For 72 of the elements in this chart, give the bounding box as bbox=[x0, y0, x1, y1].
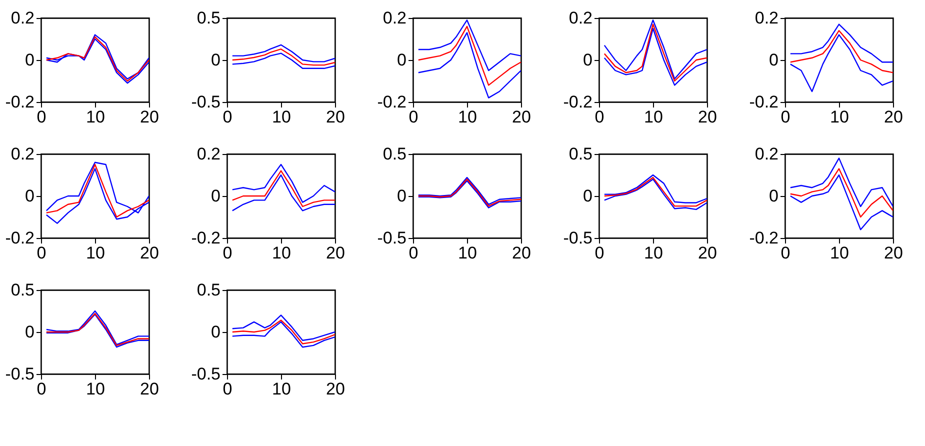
x-tick-label: 0 bbox=[780, 244, 790, 262]
x-tick-label: 20 bbox=[140, 380, 159, 398]
y-tick-label: 0.5 bbox=[10, 280, 34, 300]
y-tick-label: 0 bbox=[397, 186, 406, 206]
y-tick-label: -0.5 bbox=[191, 364, 220, 384]
y-tick-label: 0.5 bbox=[568, 144, 592, 164]
y-tick-label: 0.5 bbox=[382, 144, 406, 164]
x-tick-label: 20 bbox=[140, 244, 159, 262]
y-tick-label: 0.2 bbox=[10, 144, 34, 164]
y-tick-label: -0.2 bbox=[5, 228, 34, 248]
x-tick-label: 10 bbox=[830, 244, 849, 262]
x-tick-label: 0 bbox=[222, 108, 232, 126]
x-tick-label: 20 bbox=[884, 244, 903, 262]
y-tick-label: 0 bbox=[583, 50, 592, 70]
x-tick-label: 0 bbox=[36, 108, 46, 126]
x-tick-label: 10 bbox=[272, 108, 291, 126]
x-tick-label: 20 bbox=[326, 108, 345, 126]
y-tick-label: -0.2 bbox=[749, 92, 778, 112]
y-tick-label: 0 bbox=[211, 50, 220, 70]
x-tick-label: 0 bbox=[36, 244, 46, 262]
x-tick-label: 20 bbox=[326, 380, 345, 398]
x-tick-label: 0 bbox=[594, 244, 604, 262]
y-tick-label: 0 bbox=[25, 322, 34, 342]
y-tick-label: 0.2 bbox=[196, 144, 220, 164]
x-tick-label: 0 bbox=[408, 108, 418, 126]
y-tick-label: 0 bbox=[25, 50, 34, 70]
y-tick-label: 0.2 bbox=[754, 8, 778, 28]
x-tick-label: 0 bbox=[408, 244, 418, 262]
x-tick-label: 10 bbox=[458, 244, 477, 262]
y-tick-label: 0 bbox=[397, 50, 406, 70]
x-tick-label: 10 bbox=[830, 108, 849, 126]
y-tick-label: 0 bbox=[583, 186, 592, 206]
y-tick-label: 0.2 bbox=[754, 144, 778, 164]
x-tick-label: 20 bbox=[512, 108, 531, 126]
x-tick-label: 20 bbox=[884, 108, 903, 126]
y-tick-label: -0.2 bbox=[191, 228, 220, 248]
y-tick-label: -0.2 bbox=[377, 92, 406, 112]
y-tick-label: -0.5 bbox=[563, 228, 592, 248]
x-tick-label: 10 bbox=[644, 108, 663, 126]
x-tick-label: 0 bbox=[222, 244, 232, 262]
x-tick-label: 10 bbox=[86, 244, 105, 262]
x-tick-label: 20 bbox=[512, 244, 531, 262]
x-tick-label: 10 bbox=[644, 244, 663, 262]
y-tick-label: 0 bbox=[769, 186, 778, 206]
x-tick-label: 20 bbox=[140, 108, 159, 126]
y-tick-label: -0.2 bbox=[563, 92, 592, 112]
x-tick-label: 20 bbox=[698, 244, 717, 262]
x-tick-label: 0 bbox=[36, 380, 46, 398]
y-tick-label: -0.2 bbox=[5, 92, 34, 112]
x-tick-label: 0 bbox=[594, 108, 604, 126]
x-tick-label: 10 bbox=[272, 244, 291, 262]
x-tick-label: 10 bbox=[272, 380, 291, 398]
y-tick-label: -0.5 bbox=[191, 92, 220, 112]
x-tick-label: 20 bbox=[326, 244, 345, 262]
y-tick-label: 0.5 bbox=[196, 8, 220, 28]
y-tick-label: 0 bbox=[211, 186, 220, 206]
x-tick-label: 0 bbox=[222, 380, 232, 398]
y-tick-label: 0 bbox=[25, 186, 34, 206]
y-tick-label: 0.2 bbox=[568, 8, 592, 28]
y-tick-label: 0.2 bbox=[10, 8, 34, 28]
x-tick-label: 0 bbox=[780, 108, 790, 126]
x-tick-label: 10 bbox=[86, 108, 105, 126]
y-tick-label: 0 bbox=[211, 322, 220, 342]
y-tick-label: 0.5 bbox=[196, 280, 220, 300]
x-tick-label: 10 bbox=[86, 380, 105, 398]
y-tick-label: -0.5 bbox=[5, 364, 34, 384]
y-tick-label: -0.5 bbox=[377, 228, 406, 248]
y-tick-label: 0.2 bbox=[382, 8, 406, 28]
y-tick-label: 0 bbox=[769, 50, 778, 70]
x-tick-label: 10 bbox=[458, 108, 477, 126]
x-tick-label: 20 bbox=[698, 108, 717, 126]
y-tick-label: -0.2 bbox=[749, 228, 778, 248]
